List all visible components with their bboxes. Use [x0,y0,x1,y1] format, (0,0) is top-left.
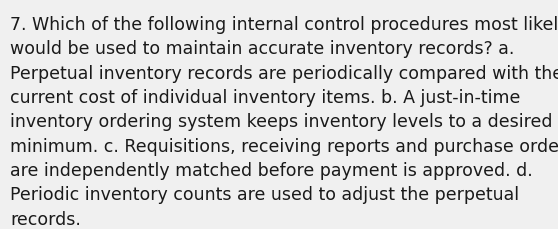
Text: 7. Which of the following internal control procedures most likely
would be used : 7. Which of the following internal contr… [10,16,558,227]
